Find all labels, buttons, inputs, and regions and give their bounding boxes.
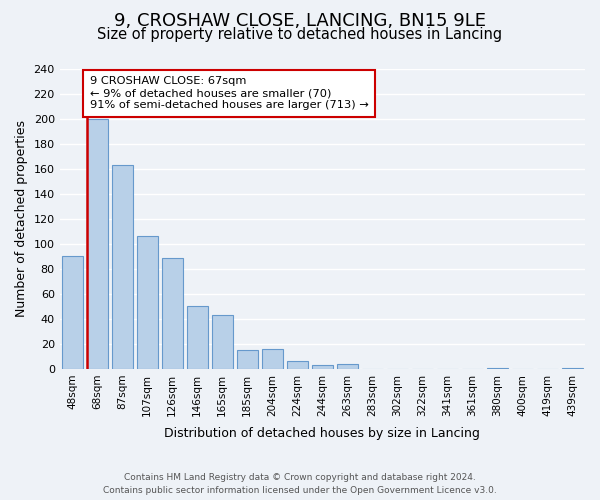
- Bar: [86, 119, 108, 369]
- Bar: [161, 258, 183, 369]
- X-axis label: Distribution of detached houses by size in Lancing: Distribution of detached houses by size …: [164, 427, 480, 440]
- Bar: [487, 368, 508, 369]
- Bar: [212, 315, 233, 369]
- Text: Contains HM Land Registry data © Crown copyright and database right 2024.
Contai: Contains HM Land Registry data © Crown c…: [103, 473, 497, 495]
- Text: 9, CROSHAW CLOSE, LANCING, BN15 9LE: 9, CROSHAW CLOSE, LANCING, BN15 9LE: [114, 12, 486, 30]
- Bar: [562, 368, 583, 369]
- Bar: [62, 256, 83, 369]
- Bar: [312, 365, 333, 369]
- Text: 9 CROSHAW CLOSE: 67sqm
← 9% of detached houses are smaller (70)
91% of semi-deta: 9 CROSHAW CLOSE: 67sqm ← 9% of detached …: [89, 76, 368, 110]
- Y-axis label: Number of detached properties: Number of detached properties: [15, 120, 28, 318]
- Bar: [287, 362, 308, 369]
- Bar: [137, 236, 158, 369]
- Bar: [236, 350, 258, 369]
- Bar: [262, 349, 283, 369]
- Bar: [337, 364, 358, 369]
- Text: Size of property relative to detached houses in Lancing: Size of property relative to detached ho…: [97, 28, 503, 42]
- Bar: [112, 165, 133, 369]
- Bar: [187, 306, 208, 369]
